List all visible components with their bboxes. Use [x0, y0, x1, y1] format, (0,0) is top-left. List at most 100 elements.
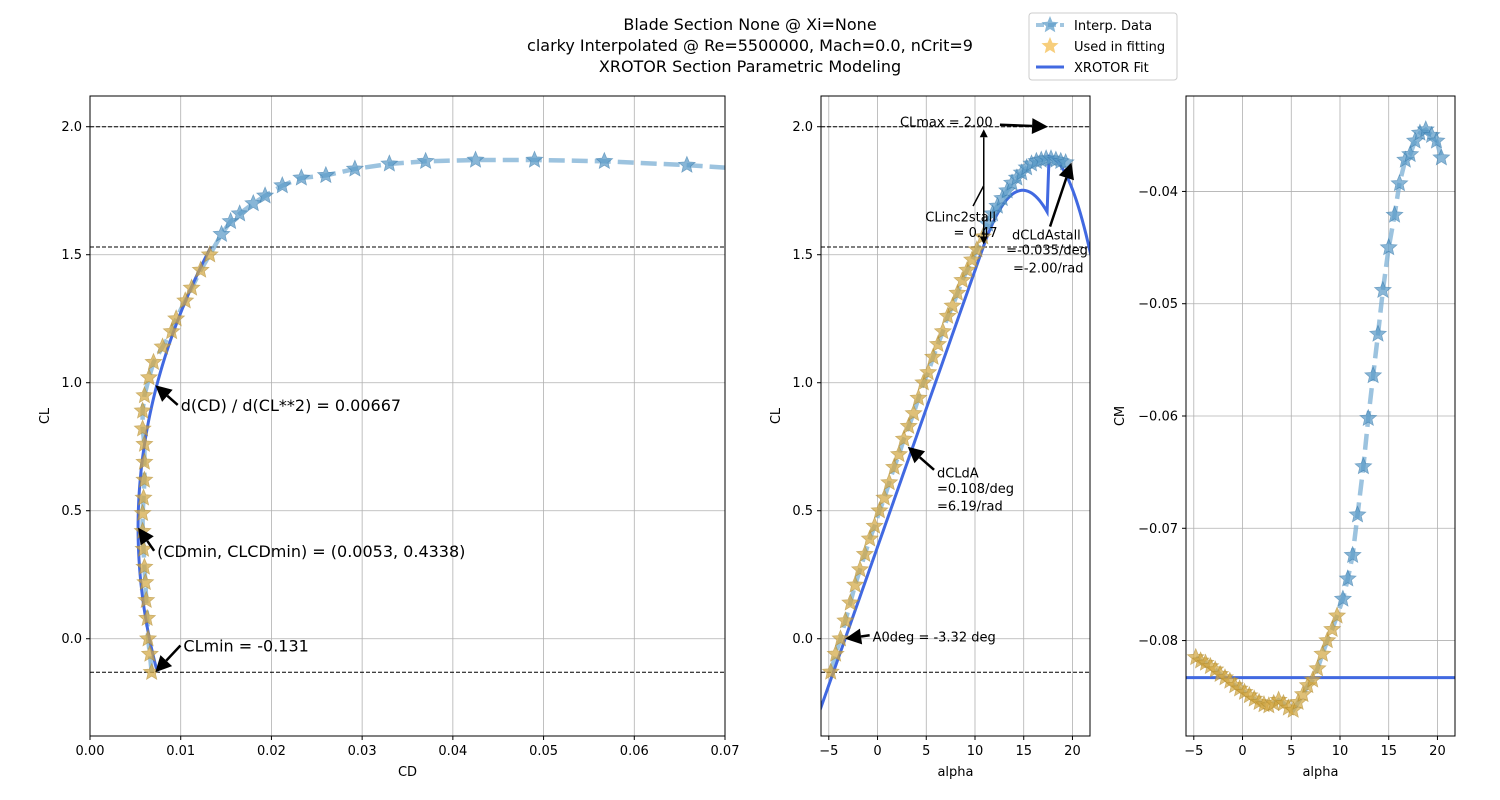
- annotation-text: CLmax = 2.00: [900, 116, 993, 131]
- annotation-text: dCLdA: [937, 466, 979, 481]
- fitting-data-point: [860, 529, 879, 547]
- fitting-data-point: [140, 644, 159, 662]
- interp-data-line: [140, 157, 725, 673]
- fitting-data-point: [167, 309, 186, 327]
- y-tick-label: 0.5: [61, 504, 82, 519]
- interp-data-point: [1385, 205, 1404, 223]
- x-axis-label: alpha: [937, 765, 973, 780]
- fitting-data-point: [919, 362, 938, 381]
- interp-data-line: [1194, 126, 1444, 714]
- interp-data-point: [466, 150, 485, 168]
- fitting-data-point: [144, 352, 163, 370]
- x-tick-label: 0.06: [620, 744, 649, 759]
- annotation-arrow-shaft: [146, 540, 156, 552]
- fitting-data-point: [191, 260, 210, 278]
- fitting-data-point: [826, 644, 845, 662]
- interp-data-point: [1338, 569, 1357, 587]
- plot-area: [821, 96, 1090, 736]
- interp-data-point: [1354, 456, 1373, 475]
- fitting-data-point: [1303, 670, 1322, 688]
- fitting-data-point: [138, 629, 158, 647]
- x-tick-label: 10: [967, 744, 984, 759]
- x-tick-label: 15: [1380, 744, 1397, 759]
- fitting-data-point: [133, 401, 152, 419]
- interp-data-point: [1333, 589, 1352, 607]
- fitting-data-point: [841, 593, 860, 611]
- clinc2stall-connector: [972, 185, 985, 207]
- interp-data-point: [292, 168, 311, 186]
- x-tick-label: 0: [1238, 744, 1246, 759]
- dcldastall-arrow-head: [1058, 162, 1074, 181]
- y-tick-label: 0.5: [792, 504, 813, 519]
- y-tick-label: 1.0: [792, 376, 813, 391]
- fitting-data-point: [836, 611, 855, 629]
- fitting-data-point: [904, 403, 923, 422]
- x-tick-label: 0.01: [166, 744, 195, 759]
- x-tick-label: −5: [819, 744, 838, 759]
- fitting-data-point: [894, 429, 913, 447]
- x-tick-label: 20: [1064, 744, 1081, 759]
- fitting-data-point: [1313, 644, 1332, 662]
- x-tick-label: 10: [1332, 744, 1349, 759]
- x-tick-label: 5: [922, 744, 930, 759]
- fitting-data-point: [885, 457, 904, 475]
- fitting-data-point: [1323, 619, 1342, 638]
- annotation-arrow-head: [155, 655, 173, 673]
- y-axis-label: CM: [1113, 406, 1128, 426]
- legend-interp-star-icon: [1041, 16, 1059, 33]
- legend-fit-label: XROTOR Fit: [1074, 61, 1149, 76]
- fitting-data-point: [924, 347, 943, 365]
- x-tick-label: 5: [1287, 744, 1295, 759]
- fitting-data-point: [1318, 631, 1337, 649]
- legend-interp-label: Interp. Data: [1074, 19, 1152, 34]
- fitting-data-point: [914, 373, 933, 391]
- legend-fitting-star-icon: [1041, 37, 1059, 54]
- fitting-data-point: [139, 368, 159, 386]
- moment-curve-panel: −5 0 5 10 15 20 −0.08 −0.07 −0.06 −0.05 −0.04 alpha…: [1113, 95, 1456, 780]
- interp-data-point: [595, 151, 614, 170]
- dcldastall-arrow-shaft: [1048, 177, 1068, 227]
- legend-frame: [1028, 12, 1178, 81]
- interp-data-point: [1427, 131, 1446, 149]
- annotation-arrow-shaft: [166, 394, 179, 406]
- annotation-text: = 0.47: [954, 226, 998, 241]
- y-tick-label: 1.0: [61, 376, 82, 391]
- interp-data-point: [677, 155, 696, 173]
- x-tick-label: 0.00: [76, 744, 105, 759]
- interp-data-point: [1373, 280, 1392, 298]
- x-axis-label: CD: [398, 765, 417, 780]
- fitting-data-point: [855, 544, 874, 562]
- clinc2stall-arrow-down-head: [979, 236, 988, 245]
- interp-data-point: [1401, 144, 1420, 163]
- y-tick-label: 1.5: [792, 248, 813, 263]
- interp-data-point: [1368, 324, 1388, 342]
- annotation-text: =6.19/rad: [937, 500, 1003, 515]
- plot-area: [1186, 96, 1455, 736]
- fitting-data-point: [135, 452, 154, 470]
- fitting-data-point: [135, 434, 154, 452]
- axes-frame: [820, 95, 1091, 737]
- dclda-arrow-shaft: [918, 456, 935, 471]
- fitting-data-point: [138, 608, 157, 626]
- annotation-arrow-shaft: [860, 634, 870, 638]
- fitting-data-point: [134, 488, 153, 506]
- annotation-text: CLinc2stall: [925, 210, 996, 225]
- y-tick-label: 0.0: [792, 632, 813, 647]
- annotation-arrow-head: [138, 527, 154, 546]
- fitting-data-point: [135, 385, 154, 404]
- y-tick-label: 0.0: [61, 632, 82, 647]
- axes-frame: [89, 95, 726, 737]
- interp-data-point: [255, 186, 275, 204]
- y-tick-label: 2.0: [792, 120, 813, 135]
- interp-data-point: [230, 204, 249, 222]
- fitting-data-point: [953, 270, 972, 289]
- y-tick-label: −0.04: [1138, 185, 1178, 200]
- annotation-text: dCLdAstall: [1012, 228, 1081, 243]
- y-tick-label: 1.5: [61, 248, 82, 263]
- y-tick-label: 2.0: [61, 120, 82, 135]
- interp-data-point: [525, 150, 544, 168]
- fitting-data-point: [909, 388, 928, 406]
- x-tick-label: 0.02: [257, 744, 286, 759]
- interp-data-point: [212, 224, 231, 242]
